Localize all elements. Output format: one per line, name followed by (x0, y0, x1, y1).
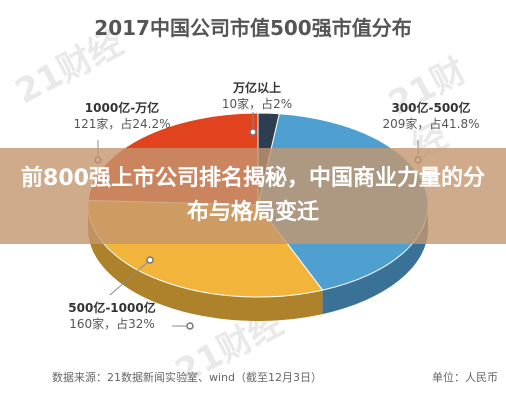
leader-dot (186, 322, 194, 330)
slice-label-1000-wanyi: 1000亿-万亿 121家，占24.2% (62, 100, 182, 132)
slice-name: 1000亿-万亿 (84, 101, 160, 115)
slice-detail: 10家，占2% (221, 97, 293, 111)
leader-dot (249, 128, 257, 136)
slice-detail: 121家，占24.2% (73, 117, 171, 131)
data-source: 数据来源：21数据新闻实验室、wind（截至12月3日） (52, 371, 322, 384)
unit-note: 单位：人民币 (432, 371, 498, 384)
headline-text: 前800强上市公司排名揭秘，中国商业力量的分布与格局变迁 (21, 166, 485, 225)
pie-slice-side (88, 205, 323, 322)
slice-label-500-1000: 500亿-1000亿 160家，占32% (52, 300, 172, 332)
slice-label-300-500: 300亿-500亿 209家，占41.8% (366, 100, 496, 132)
slice-name: 300亿-500亿 (391, 101, 471, 115)
slice-name: 万亿以上 (232, 81, 281, 95)
leader-line (109, 259, 151, 296)
slice-label-wanyi: 万亿以上 10家，占2% (212, 80, 302, 112)
slice-name: 500亿-1000亿 (68, 301, 156, 315)
chart-title: 2017中国公司市值500强市值分布 (94, 16, 412, 40)
slice-detail: 209家，占41.8% (382, 117, 480, 131)
leader-dot (146, 256, 154, 264)
pie-slice-side (322, 205, 428, 315)
slice-detail: 160家，占32% (69, 317, 155, 331)
headline-banner: 前800强上市公司排名揭秘，中国商业力量的分布与格局变迁 (0, 148, 506, 244)
